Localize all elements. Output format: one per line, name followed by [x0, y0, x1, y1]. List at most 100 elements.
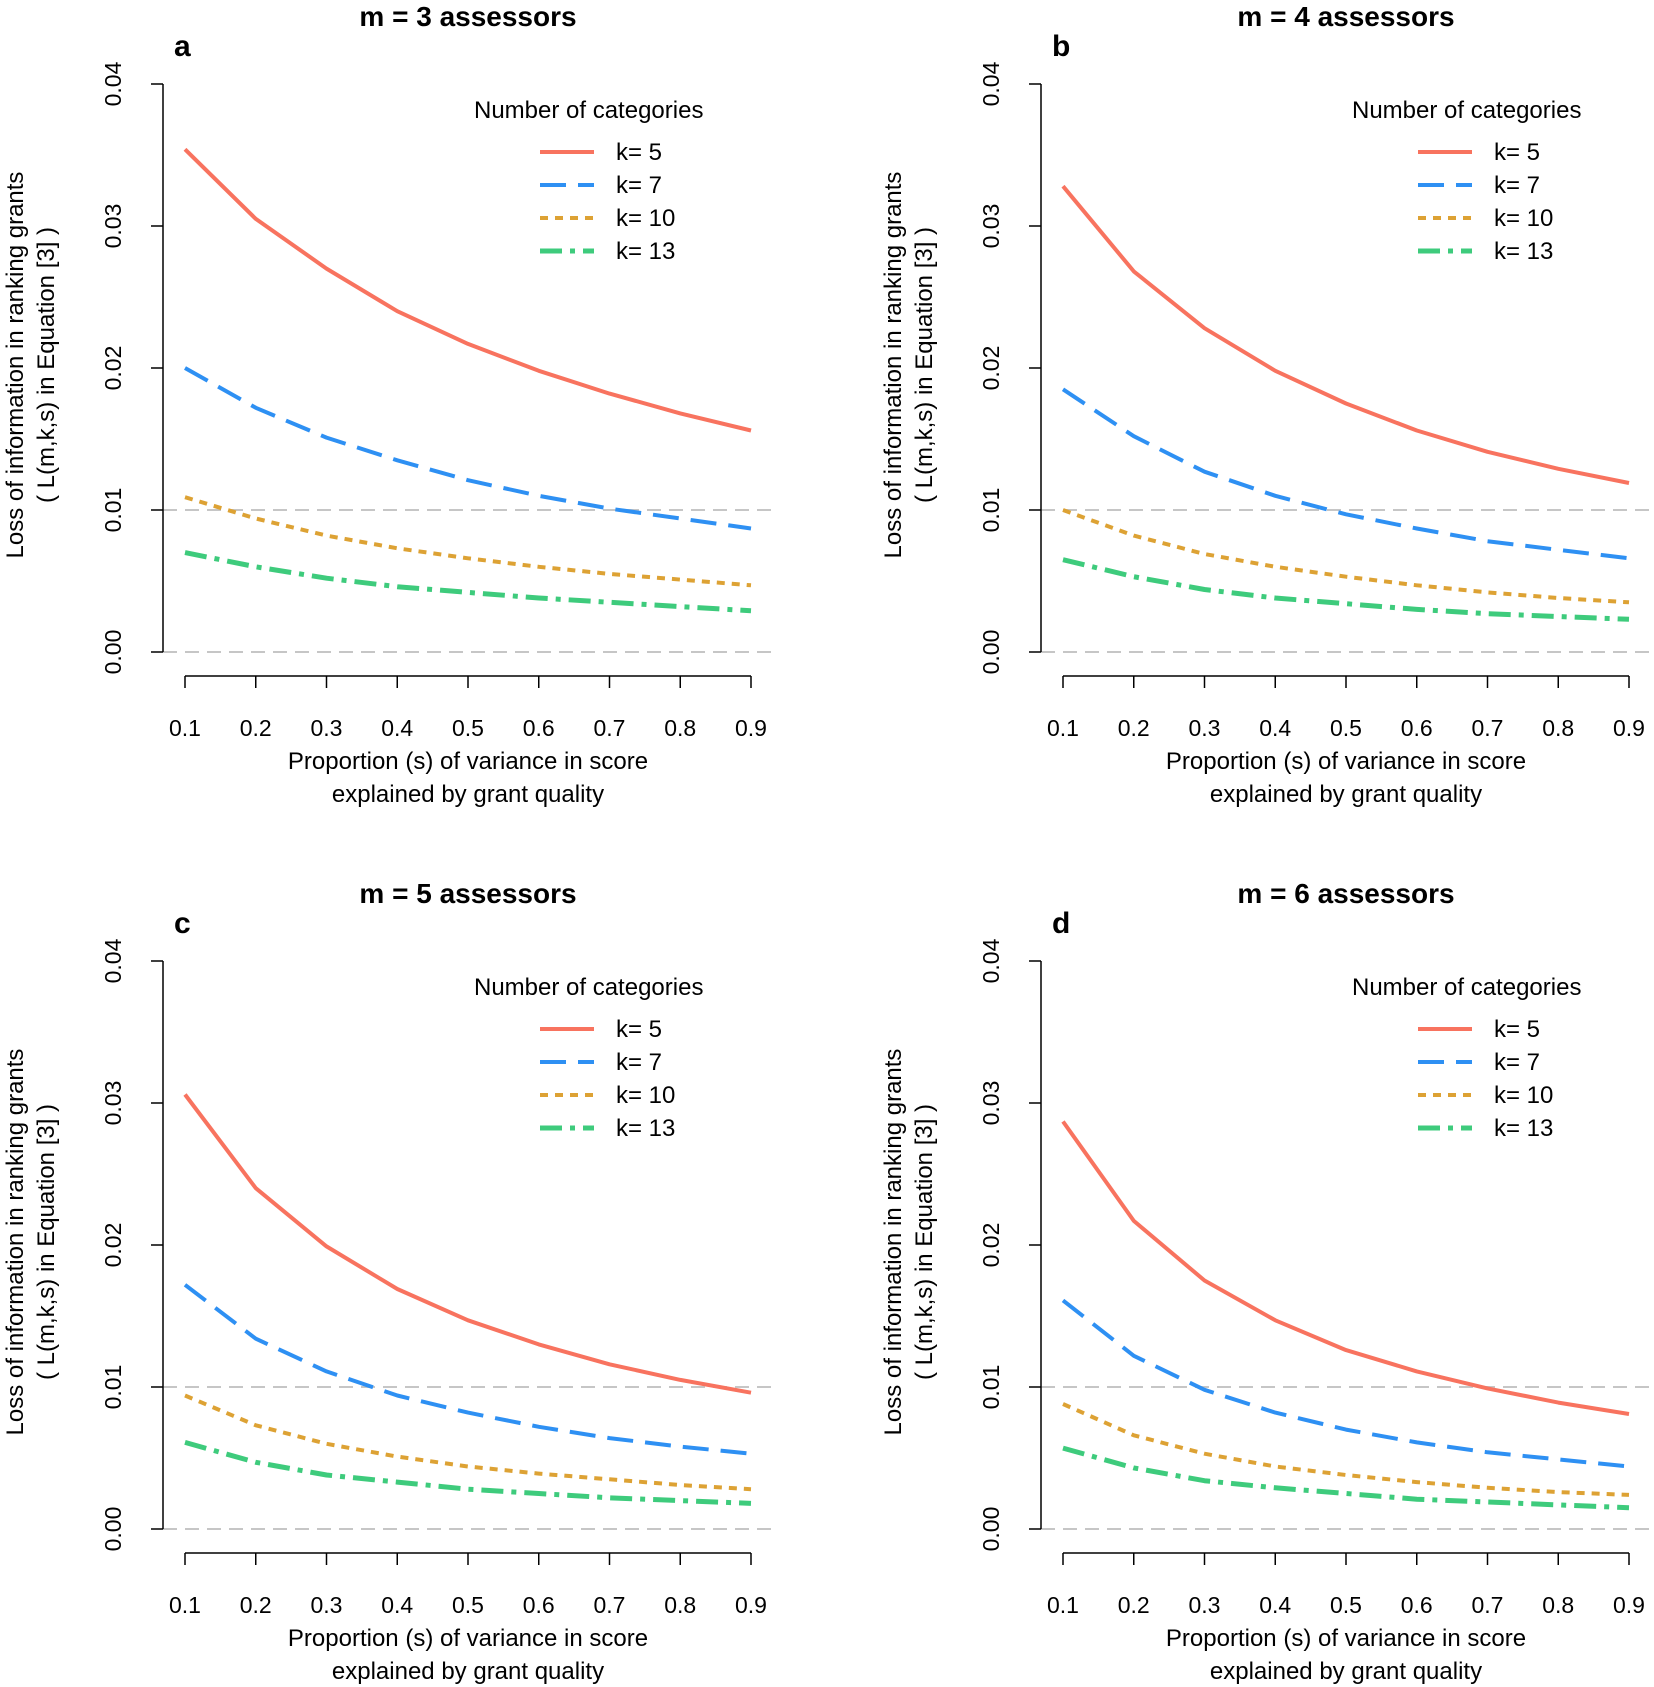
- x-axis-title: Proportion (s) of variance in score: [1166, 1625, 1526, 1652]
- legend-label: k= 10: [1494, 205, 1553, 232]
- y-tick-label: 0.02: [978, 346, 1004, 391]
- legend: Number of categories k= 5 k= 7 k= 10 k= 13: [1352, 97, 1581, 265]
- x-axis-title: explained by grant quality: [1210, 781, 1482, 808]
- series-line-k7: [1061, 1298, 1630, 1469]
- x-tick-label: 0.1: [1047, 715, 1079, 741]
- y-tick-label: 0.04: [978, 938, 1004, 983]
- y-tick-label: 0.03: [978, 1081, 1004, 1126]
- x-axis-title: Proportion (s) of variance in score: [288, 1625, 648, 1652]
- x-tick-label: 0.4: [381, 1592, 413, 1618]
- series-line-k13: [1062, 1445, 1630, 1511]
- x-tick-label: 0.9: [1613, 715, 1645, 741]
- x-axis-title: Proportion (s) of variance in score: [1166, 748, 1526, 775]
- y-tick-label: 0.01: [100, 1365, 126, 1410]
- panel-letter: a: [174, 30, 191, 63]
- x-tick-label: 0.5: [452, 715, 484, 741]
- legend-label: k= 5: [1494, 139, 1540, 166]
- x-tick-label: 0.1: [169, 1592, 201, 1618]
- y-tick-label: 0.04: [100, 61, 126, 106]
- panel-title: m = 4 assessors: [1237, 1, 1454, 32]
- y-tick-label: 0.04: [978, 61, 1004, 106]
- panel-b: m = 4 assessors b 0.00 0.01 0.02 0.03 0.04 0.1 0…: [880, 1, 1651, 808]
- x-tick-label: 0.3: [1189, 1592, 1221, 1618]
- legend-label: k= 13: [616, 1115, 675, 1142]
- x-tick-label: 0.2: [240, 1592, 272, 1618]
- x-axis: 0.1 0.2 0.3 0.4 0.5 0.6 0.7 0.8 0.9: [1047, 675, 1645, 741]
- y-axis-title: ( L(m,k,s) in Equation [3] ): [33, 227, 60, 503]
- panel-title: m = 6 assessors: [1237, 878, 1454, 909]
- legend: Number of categories k= 5 k= 7 k= 10 k= 13: [474, 974, 703, 1142]
- x-tick-label: 0.2: [240, 715, 272, 741]
- panel-letter: d: [1052, 907, 1070, 940]
- x-axis: 0.1 0.2 0.3 0.4 0.5 0.6 0.7 0.8 0.9: [169, 675, 767, 741]
- y-tick-label: 0.03: [100, 1081, 126, 1126]
- legend-label: k= 7: [616, 1049, 662, 1076]
- x-axis-title: explained by grant quality: [332, 781, 604, 808]
- x-tick-label: 0.8: [1542, 1592, 1574, 1618]
- y-tick-label: 0.04: [100, 938, 126, 983]
- x-tick-label: 0.6: [523, 1592, 555, 1618]
- panel-title: m = 3 assessors: [359, 1, 576, 32]
- series-line-k10: [1062, 508, 1630, 605]
- legend-label: k= 5: [616, 1016, 662, 1043]
- x-tick-label: 0.3: [311, 715, 343, 741]
- panel-title: m = 5 assessors: [359, 878, 576, 909]
- y-tick-label: 0.02: [100, 346, 126, 391]
- y-tick-label: 0.01: [978, 488, 1004, 533]
- y-axis-title: ( L(m,k,s) in Equation [3] ): [911, 1104, 938, 1380]
- legend-title: Number of categories: [1352, 97, 1581, 124]
- legend-label: k= 7: [1494, 172, 1540, 199]
- y-axis: 0.00 0.01 0.02 0.03 0.04: [978, 938, 1042, 1551]
- panel-letter: b: [1052, 30, 1070, 63]
- panel-letter: c: [174, 907, 191, 940]
- series-line-k13: [184, 550, 752, 614]
- y-tick-label: 0.03: [978, 204, 1004, 249]
- x-tick-label: 0.8: [1542, 715, 1574, 741]
- series-line-k7: [1061, 387, 1630, 561]
- y-axis-title: Loss of information in ranking grants: [880, 172, 907, 559]
- series-line-k13: [184, 1439, 752, 1506]
- y-tick-label: 0.00: [100, 630, 126, 675]
- x-axis-title: explained by grant quality: [1210, 1658, 1482, 1685]
- y-axis-title: ( L(m,k,s) in Equation [3] ): [33, 1104, 60, 1380]
- x-tick-label: 0.9: [735, 1592, 767, 1618]
- legend-label: k= 10: [1494, 1082, 1553, 1109]
- x-tick-label: 0.8: [664, 715, 696, 741]
- y-axis-title: Loss of information in ranking grants: [2, 1049, 29, 1436]
- series-line-k5: [183, 1093, 752, 1395]
- y-axis-title: Loss of information in ranking grants: [2, 172, 29, 559]
- y-tick-label: 0.00: [100, 1507, 126, 1552]
- x-axis: 0.1 0.2 0.3 0.4 0.5 0.6 0.7 0.8 0.9: [1047, 1552, 1645, 1618]
- legend-label: k= 10: [616, 205, 675, 232]
- x-tick-label: 0.3: [1189, 715, 1221, 741]
- series-line-k13: [1062, 557, 1630, 622]
- y-axis: 0.00 0.01 0.02 0.03 0.04: [100, 938, 164, 1552]
- x-tick-label: 0.4: [1259, 1592, 1291, 1618]
- x-tick-label: 0.4: [1259, 715, 1291, 741]
- series-line-k7: [184, 366, 752, 531]
- y-tick-label: 0.02: [978, 1223, 1004, 1268]
- x-tick-label: 0.6: [1401, 1592, 1433, 1618]
- x-tick-label: 0.7: [594, 1592, 626, 1618]
- x-axis-title: explained by grant quality: [332, 1658, 604, 1685]
- legend-title: Number of categories: [474, 97, 703, 124]
- series-line-k10: [1062, 1402, 1630, 1497]
- y-tick-label: 0.01: [100, 488, 126, 533]
- series-line-k10: [184, 495, 752, 588]
- series-line-k10: [184, 1393, 752, 1492]
- x-tick-label: 0.6: [523, 715, 555, 741]
- x-tick-label: 0.5: [1330, 715, 1362, 741]
- y-tick-label: 0.00: [978, 630, 1004, 675]
- legend-label: k= 7: [1494, 1049, 1540, 1076]
- y-axis: 0.00 0.01 0.02 0.03 0.04: [978, 61, 1042, 675]
- x-tick-label: 0.4: [381, 715, 413, 741]
- x-tick-label: 0.7: [594, 715, 626, 741]
- x-axis-title: Proportion (s) of variance in score: [288, 748, 648, 775]
- x-tick-label: 0.1: [169, 715, 201, 741]
- legend: Number of categories k= 5 k= 7 k= 10 k= 13: [474, 97, 703, 265]
- y-tick-label: 0.01: [978, 1365, 1004, 1410]
- x-tick-label: 0.2: [1118, 715, 1150, 741]
